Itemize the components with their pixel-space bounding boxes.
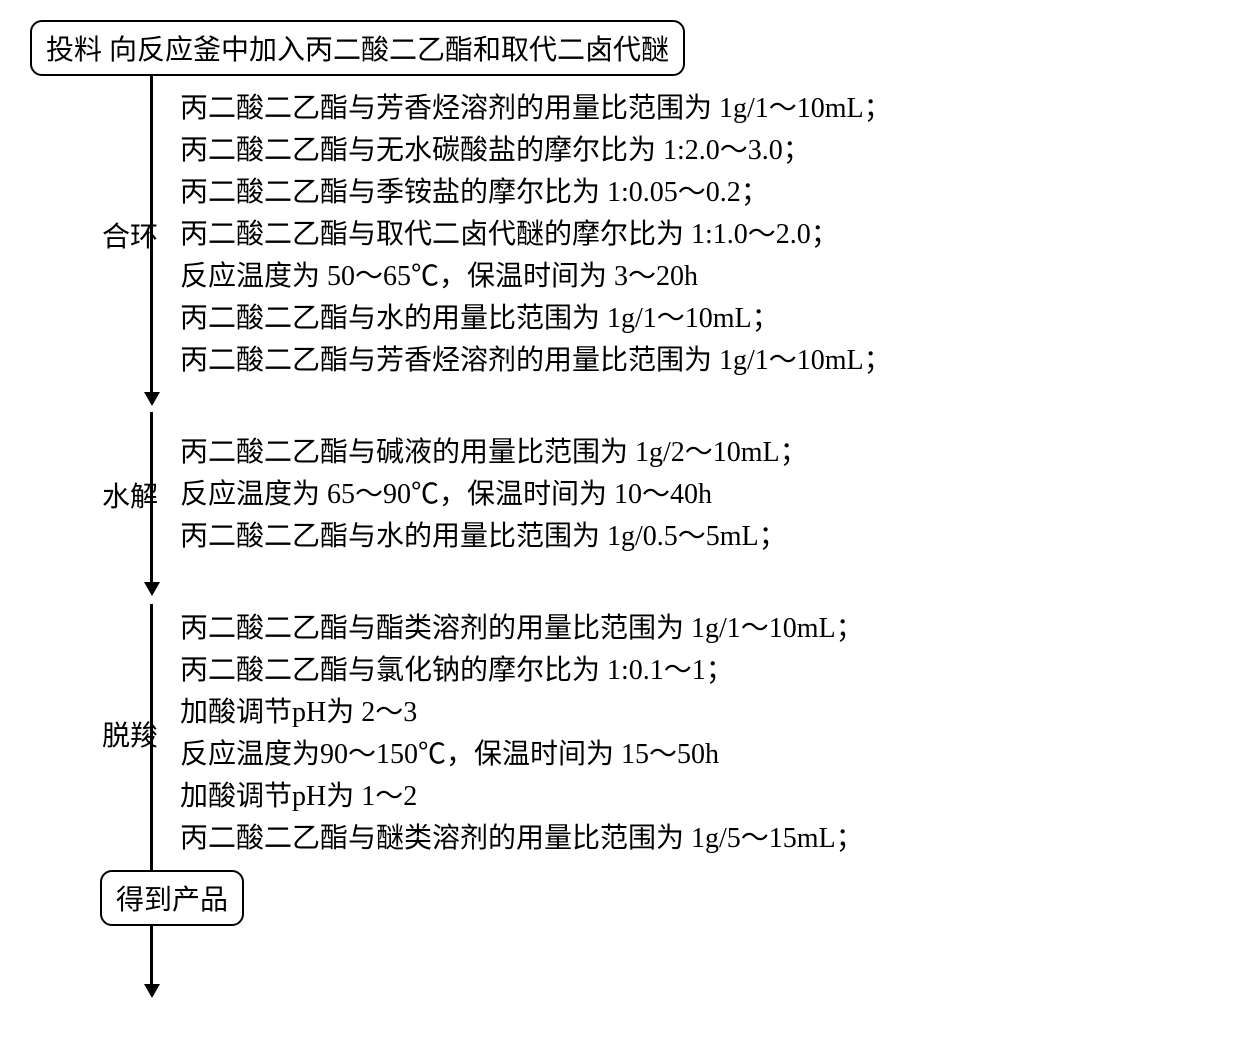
detail-line: 丙二酸二乙酯与水的用量比范围为 1g/1～10mL； (180, 298, 892, 340)
detail-line: 丙二酸二乙酯与水的用量比范围为 1g/0.5～5mL； (180, 516, 808, 558)
end-text: 得到产品 (116, 885, 228, 916)
process-flow-diagram: 投料 向反应釜中加入丙二酸二乙酯和取代二卤代醚 合环丙二酸二乙酯与芳香烃溶剂的用… (20, 20, 1220, 926)
start-text: 向反应釜中加入丙二酸二乙酯和取代二卤代醚 (109, 35, 669, 66)
stage-label: 水解 (90, 475, 180, 515)
detail-line: 丙二酸二乙酯与酯类溶剂的用量比范围为 1g/1～10mL； (180, 608, 864, 650)
detail-line: 丙二酸二乙酯与无水碳酸盐的摩尔比为 1:2.0～3.0； (180, 130, 892, 172)
start-label: 投料 (46, 35, 102, 66)
detail-line: 反应温度为 65～90℃，保温时间为 10～40h (180, 474, 808, 516)
arrow-segment-2 (150, 412, 153, 582)
detail-line: 反应温度为90～150℃，保温时间为 15～50h (180, 734, 864, 776)
detail-line: 丙二酸二乙酯与碱液的用量比范围为 1g/2～10mL； (180, 432, 808, 474)
detail-line: 丙二酸二乙酯与醚类溶剂的用量比范围为 1g/5～15mL； (180, 818, 864, 860)
stages-container: 合环丙二酸二乙酯与芳香烃溶剂的用量比范围为 1g/1～10mL；丙二酸二乙酯与无… (60, 88, 1220, 860)
detail-line: 丙二酸二乙酯与季铵盐的摩尔比为 1:0.05～0.2； (180, 172, 892, 214)
detail-line: 加酸调节pH为 2～3 (180, 692, 864, 734)
arrow-segment-1 (150, 72, 153, 392)
stage-details: 丙二酸二乙酯与酯类溶剂的用量比范围为 1g/1～10mL；丙二酸二乙酯与氯化钠的… (180, 608, 864, 860)
stage-details: 丙二酸二乙酯与碱液的用量比范围为 1g/2～10mL；反应温度为 65～90℃，… (180, 432, 808, 558)
detail-line: 反应温度为 50～65℃，保温时间为 3～20h (180, 256, 892, 298)
stage-0: 合环丙二酸二乙酯与芳香烃溶剂的用量比范围为 1g/1～10mL；丙二酸二乙酯与无… (60, 88, 1220, 382)
stage-2: 脱羧丙二酸二乙酯与酯类溶剂的用量比范围为 1g/1～10mL；丙二酸二乙酯与氯化… (60, 608, 1220, 860)
stage-label: 合环 (90, 215, 180, 255)
detail-line: 丙二酸二乙酯与芳香烃溶剂的用量比范围为 1g/1～10mL； (180, 88, 892, 130)
start-box: 投料 向反应釜中加入丙二酸二乙酯和取代二卤代醚 (30, 20, 685, 76)
end-box: 得到产品 (100, 870, 244, 926)
stage-details: 丙二酸二乙酯与芳香烃溶剂的用量比范围为 1g/1～10mL；丙二酸二乙酯与无水碳… (180, 88, 892, 382)
detail-line: 丙二酸二乙酯与芳香烃溶剂的用量比范围为 1g/1～10mL； (180, 340, 892, 382)
arrow-head-1 (144, 392, 160, 406)
stage-1: 水解丙二酸二乙酯与碱液的用量比范围为 1g/2～10mL；反应温度为 65～90… (60, 432, 1220, 558)
arrow-head-2 (144, 582, 160, 596)
arrow-head-3 (144, 984, 160, 998)
arrow-segment-3 (150, 604, 153, 984)
detail-line: 丙二酸二乙酯与取代二卤代醚的摩尔比为 1:1.0～2.0； (180, 214, 892, 256)
stage-label: 脱羧 (90, 714, 180, 754)
detail-line: 丙二酸二乙酯与氯化钠的摩尔比为 1:0.1～1； (180, 650, 864, 692)
detail-line: 加酸调节pH为 1～2 (180, 776, 864, 818)
